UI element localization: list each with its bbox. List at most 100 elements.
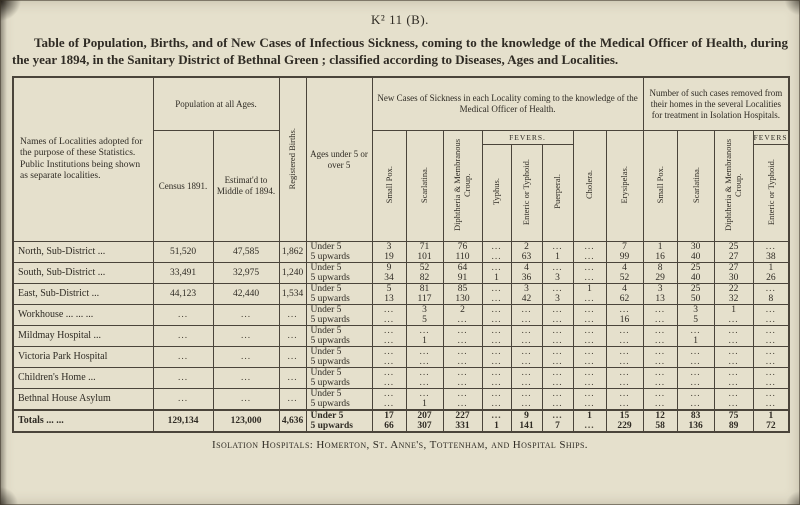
table-cell: 76 (442, 241, 483, 253)
table-cell: ... (371, 357, 407, 368)
table-cell: ... (371, 388, 407, 400)
table-cell: ... (752, 346, 790, 358)
estimated-value: 47,585 (212, 241, 280, 263)
table-cell: 1 (572, 409, 607, 422)
table-cell: 22 (713, 283, 754, 295)
table-cell: ... (481, 357, 512, 368)
table-cell: ... (752, 367, 790, 379)
age-label: 5 upwards (305, 252, 373, 263)
table-cell: 2 (442, 304, 483, 316)
table-cell: 16 (605, 315, 644, 326)
births-value: 1,240 (278, 262, 307, 284)
table-cell: 64 (442, 262, 483, 274)
table-cell: 1 (676, 336, 715, 347)
table-cell: ... (605, 346, 644, 358)
table-cell: 27 (713, 252, 754, 263)
isolation-hospitals-note: Isolation Hospitals: Homerton, St. Anne'… (212, 439, 588, 452)
table-cell: 40 (676, 273, 715, 284)
table-cell: ... (481, 336, 512, 347)
table-cell: ... (713, 399, 754, 411)
table-cell: ... (713, 336, 754, 347)
table-cell: ... (605, 367, 644, 379)
table-cell: 40 (676, 252, 715, 263)
births-value: ... (278, 325, 307, 347)
header-removed-scarlatina: Scarlatina. (676, 130, 715, 243)
estimated-value: ... (212, 346, 280, 368)
puerperal-label: Puerperal. (552, 174, 563, 210)
small-pox-label: Small Pox. (383, 166, 394, 204)
table-cell: 3 (676, 304, 715, 316)
table-cell: ... (541, 346, 574, 358)
census-value: 33,491 (152, 262, 214, 284)
table-cell: ... (676, 378, 715, 389)
table-cell: 3 (541, 294, 574, 305)
small-pox-label: Small Pox. (655, 166, 666, 204)
table-cell: ... (752, 336, 790, 347)
table-cell: 81 (405, 283, 444, 295)
table-cell: 50 (676, 294, 715, 305)
age-label: 5 upwards (305, 399, 373, 411)
table-cell: 71 (405, 241, 444, 253)
table-cell: ... (605, 378, 644, 389)
locality-name: Victoria Park Hospital (12, 346, 154, 368)
table-cell: 331 (442, 421, 483, 433)
table-cell: ... (572, 399, 607, 411)
table-cell: ... (713, 325, 754, 337)
table-cell: 1 (642, 241, 678, 253)
table-cell: 3 (405, 304, 444, 316)
table-cell: 4 (605, 283, 644, 295)
table-cell: ... (510, 315, 543, 326)
locality-name: Mildmay Hospital ... (12, 325, 154, 347)
age-label: Under 5 (305, 262, 373, 274)
age-label: Under 5 (305, 304, 373, 316)
table-cell: ... (481, 294, 512, 305)
table-cell: ... (752, 399, 790, 411)
header-erysipelas: Erysipelas. (605, 130, 644, 243)
registered-births-label: Registered Births. (287, 127, 298, 190)
table-cell: ... (572, 252, 607, 263)
table-cell: ... (752, 315, 790, 326)
table-cell: 63 (510, 252, 543, 263)
table-cell: 42 (510, 294, 543, 305)
births-value: 1,534 (278, 283, 307, 305)
table-cell: ... (541, 409, 574, 422)
table-cell: ... (605, 336, 644, 347)
births-value: ... (278, 367, 307, 389)
table-cell: 117 (405, 294, 444, 305)
table-cell: ... (572, 336, 607, 347)
table-cell: ... (572, 378, 607, 389)
table-cell: ... (642, 378, 678, 389)
table-cell: ... (442, 378, 483, 389)
age-label: Under 5 (305, 241, 373, 253)
table-cell: ... (442, 315, 483, 326)
table-cell: 1 (752, 409, 790, 422)
table-cell: ... (442, 357, 483, 368)
table-cell: 30 (676, 241, 715, 253)
enteric-label: Enteric or Typhoid. (521, 158, 532, 225)
table-cell: 38 (752, 252, 790, 263)
table-cell: ... (481, 367, 512, 379)
table-cell: ... (371, 336, 407, 347)
table-cell: ... (510, 399, 543, 411)
header-registered-births: Registered Births. (278, 76, 307, 243)
table-cell: 83 (676, 409, 715, 422)
table-cell: ... (510, 336, 543, 347)
table-cell: ... (572, 294, 607, 305)
table-cell: 30 (713, 273, 754, 284)
table-cell: ... (371, 378, 407, 389)
table-cell: 1 (572, 283, 607, 295)
table-cell: ... (405, 346, 444, 358)
table-cell: 29 (642, 273, 678, 284)
table-cell: 4 (605, 262, 644, 274)
table-cell: ... (442, 336, 483, 347)
age-label: 5 upwards (305, 336, 373, 347)
table-cell: 5 (405, 315, 444, 326)
table-cell: 141 (510, 421, 543, 433)
locality-name: Children's Home ... (12, 367, 154, 389)
age-label: 5 upwards (305, 357, 373, 368)
census-value: 51,520 (152, 241, 214, 263)
census-value: ... (152, 346, 214, 368)
header-scarlatina: Scarlatina. (405, 130, 444, 243)
locality-name: North, Sub-District ... (12, 241, 154, 263)
